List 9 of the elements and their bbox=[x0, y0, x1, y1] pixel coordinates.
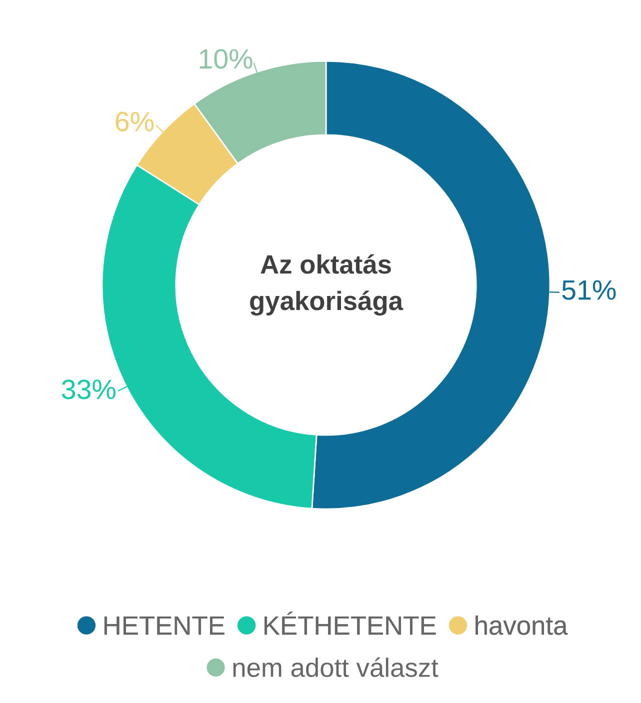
data-label: 33% bbox=[62, 380, 116, 400]
legend-label: HETENTE bbox=[104, 616, 224, 635]
data-label: 51% bbox=[562, 280, 616, 300]
data-label: 10% bbox=[200, 49, 252, 69]
legend-label: havonta bbox=[476, 615, 568, 635]
data-label: 6% bbox=[116, 112, 154, 132]
legend-label: KÉTHETENTE bbox=[264, 612, 436, 635]
legend-label: nem adott választ bbox=[233, 657, 438, 678]
text: Az oktatás gyakorisága bbox=[250, 254, 404, 316]
